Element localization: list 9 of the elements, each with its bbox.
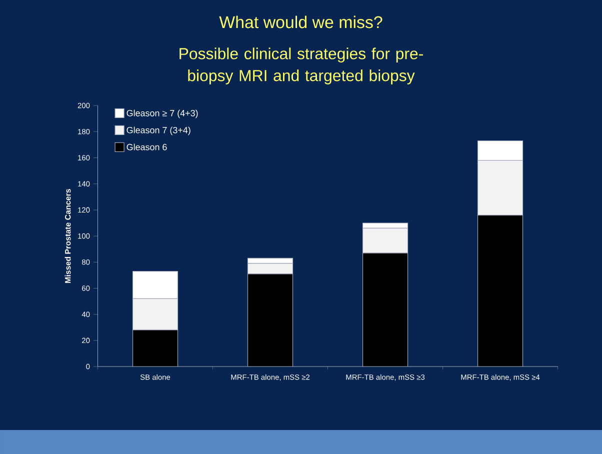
legend-label: Gleason 6 — [126, 144, 167, 150]
chart-title: What would we miss? — [219, 16, 382, 28]
bar — [362, 252, 408, 367]
bar — [132, 330, 178, 367]
legend-label: Gleason ≥ 7 (4+3) — [126, 110, 198, 118]
chart-subtitle: Possible clinical strategies for pre-biopsy MRI and targeted biopsy — [180, 48, 423, 84]
bar — [247, 274, 294, 367]
bar — [477, 214, 524, 367]
legend-label: Gleason 7 (3+4) — [126, 126, 190, 136]
